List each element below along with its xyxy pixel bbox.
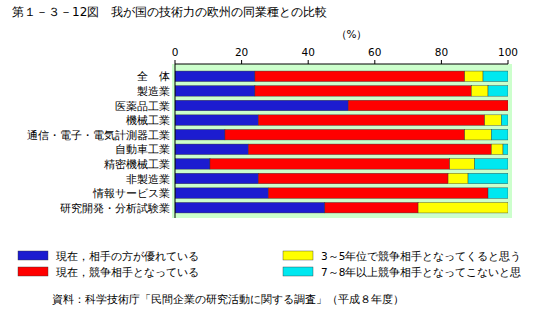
- legend-swatch: [283, 251, 313, 260]
- tick-label: 20: [235, 46, 248, 58]
- category-label: 精密機械工業: [104, 158, 170, 170]
- bar-segment: [465, 129, 492, 140]
- bars: [175, 71, 508, 213]
- bar-segment: [268, 188, 488, 199]
- bar-segment: [175, 144, 248, 155]
- bar-segment: [508, 202, 509, 213]
- bar-segment: [508, 100, 509, 111]
- bar-segment: [508, 100, 509, 111]
- bar-segment: [485, 115, 502, 126]
- bar-segment: [468, 173, 508, 184]
- bar-segment: [255, 86, 471, 97]
- category-label: 非製造業: [126, 173, 170, 185]
- bar-segment: [488, 86, 508, 97]
- bar-segment: [448, 173, 468, 184]
- bar-segment: [491, 144, 503, 155]
- legend-swatch: [283, 267, 313, 276]
- bar-segment: [418, 202, 508, 213]
- tick-label: 60: [368, 46, 381, 58]
- bar-segment: [175, 159, 210, 170]
- bar-segment: [175, 173, 258, 184]
- annotation: 資料：科学技術庁「民間企業の研究活動に関する調査」（平成８年度）: [52, 293, 404, 306]
- category-label: 通信・電子・電気計測器工業: [27, 129, 170, 141]
- tick: [441, 60, 442, 64]
- category-label: 情報サービス業: [92, 187, 170, 199]
- tick-label: 80: [435, 46, 448, 58]
- legend-swatch: [18, 267, 48, 276]
- bar-segment: [488, 188, 508, 199]
- tick: [508, 60, 509, 64]
- tick-label: 0: [172, 46, 179, 58]
- category-label: 医薬品工業: [115, 100, 170, 112]
- tick: [241, 60, 242, 64]
- bar-segment: [258, 173, 448, 184]
- legend-swatch: [18, 251, 48, 260]
- bar-segment: [325, 202, 418, 213]
- bar-segment: [465, 71, 483, 82]
- axis-label: （%）: [336, 28, 368, 40]
- legend-label: 3～5年位で競争相手となってくると思う: [321, 250, 521, 263]
- category-label: 研究開発・分析試験業: [60, 202, 170, 214]
- category-label: 自動車工業: [115, 143, 170, 155]
- x-axis-line: [175, 64, 508, 65]
- bar-segment: [255, 71, 465, 82]
- bar-segment: [491, 129, 508, 140]
- bar-segment: [503, 144, 508, 155]
- bar-segment: [501, 115, 508, 126]
- bar-segment: [483, 71, 508, 82]
- bar-segment: [450, 159, 475, 170]
- legend-label: 現在，相手の方が優れている: [56, 250, 199, 262]
- bar-segment: [475, 159, 508, 170]
- title: 第１－３－12図 我が国の技術力の欧州の同業種との比較: [12, 5, 327, 19]
- bar-segment: [210, 159, 450, 170]
- y-axis-line: [175, 64, 176, 218]
- tick-label: 40: [302, 46, 315, 58]
- bar-segment: [175, 100, 348, 111]
- tick: [308, 60, 309, 64]
- legend-label: 7～8年以上競争相手となってこないと思: [321, 266, 521, 278]
- chart: 第１－３－12図 我が国の技術力の欧州の同業種との比較全 体製造業医薬品工業機械…: [0, 0, 539, 319]
- bar-segment: [471, 86, 488, 97]
- bar-segment: [258, 115, 484, 126]
- bar-segment: [175, 86, 255, 97]
- category-label: 製造業: [137, 85, 170, 97]
- bar-segment: [225, 129, 465, 140]
- plot-background: [172, 64, 512, 218]
- bar-segment: [248, 144, 491, 155]
- bar-segment: [348, 100, 508, 111]
- bar-segment: [175, 71, 255, 82]
- bar-segment: [175, 115, 258, 126]
- bar-segment: [175, 202, 325, 213]
- tick-label: 100: [498, 46, 518, 58]
- bar-segment: [175, 129, 225, 140]
- category-label: 全 体: [137, 70, 170, 82]
- legend-label: 現在，競争相手となっている: [56, 266, 199, 278]
- tick: [374, 60, 375, 64]
- bar-segment: [175, 188, 268, 199]
- category-label: 機械工業: [126, 114, 170, 126]
- tick: [175, 60, 176, 64]
